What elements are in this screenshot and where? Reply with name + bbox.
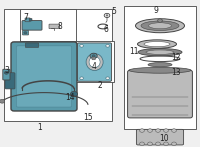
Circle shape [24, 32, 27, 34]
FancyBboxPatch shape [128, 70, 192, 118]
Text: 7: 7 [24, 13, 28, 22]
Text: 8: 8 [58, 22, 62, 31]
FancyBboxPatch shape [92, 57, 95, 60]
Circle shape [106, 45, 109, 47]
Text: 3: 3 [5, 66, 9, 75]
Text: 2: 2 [98, 81, 102, 90]
Circle shape [164, 142, 168, 146]
Ellipse shape [136, 19, 184, 33]
Ellipse shape [146, 50, 174, 54]
Circle shape [172, 142, 176, 146]
Circle shape [106, 15, 108, 16]
Text: 5: 5 [112, 7, 116, 16]
Circle shape [140, 129, 144, 132]
Ellipse shape [89, 57, 100, 68]
Text: 14: 14 [65, 92, 75, 102]
FancyBboxPatch shape [29, 19, 32, 21]
FancyBboxPatch shape [22, 30, 29, 35]
Ellipse shape [129, 67, 191, 73]
Circle shape [90, 53, 97, 59]
FancyBboxPatch shape [25, 18, 30, 22]
FancyBboxPatch shape [49, 24, 60, 29]
Ellipse shape [138, 40, 177, 48]
Ellipse shape [138, 49, 182, 56]
Bar [76, 41, 114, 82]
Circle shape [156, 142, 160, 146]
Ellipse shape [148, 63, 172, 67]
Circle shape [104, 13, 110, 17]
Text: 6: 6 [104, 25, 108, 34]
Text: 9: 9 [154, 6, 158, 15]
Text: 11: 11 [129, 47, 139, 56]
FancyBboxPatch shape [16, 46, 72, 107]
Text: 15: 15 [83, 113, 93, 122]
Circle shape [148, 142, 152, 146]
FancyBboxPatch shape [3, 69, 10, 80]
Text: 4: 4 [92, 62, 96, 71]
Circle shape [140, 142, 144, 146]
Ellipse shape [144, 42, 170, 47]
FancyBboxPatch shape [5, 73, 15, 89]
Circle shape [4, 71, 8, 74]
Circle shape [148, 129, 152, 132]
Circle shape [106, 77, 109, 80]
FancyBboxPatch shape [25, 43, 39, 47]
Bar [4, 9, 112, 121]
Bar [20, 9, 76, 41]
Text: 13: 13 [171, 67, 181, 77]
Circle shape [80, 77, 83, 80]
Text: 10: 10 [159, 134, 169, 143]
Circle shape [70, 91, 78, 97]
FancyBboxPatch shape [11, 42, 77, 111]
FancyBboxPatch shape [136, 129, 184, 145]
Circle shape [158, 19, 162, 22]
FancyBboxPatch shape [22, 21, 42, 30]
FancyBboxPatch shape [77, 43, 112, 81]
Text: 1: 1 [38, 123, 42, 132]
Circle shape [80, 45, 83, 47]
Ellipse shape [86, 54, 103, 71]
Circle shape [164, 129, 168, 132]
Bar [124, 6, 196, 129]
Circle shape [172, 129, 176, 132]
Circle shape [92, 55, 95, 57]
Text: 12: 12 [171, 53, 181, 62]
Circle shape [0, 99, 5, 103]
Circle shape [156, 129, 160, 132]
Ellipse shape [141, 21, 179, 31]
Ellipse shape [148, 23, 172, 29]
